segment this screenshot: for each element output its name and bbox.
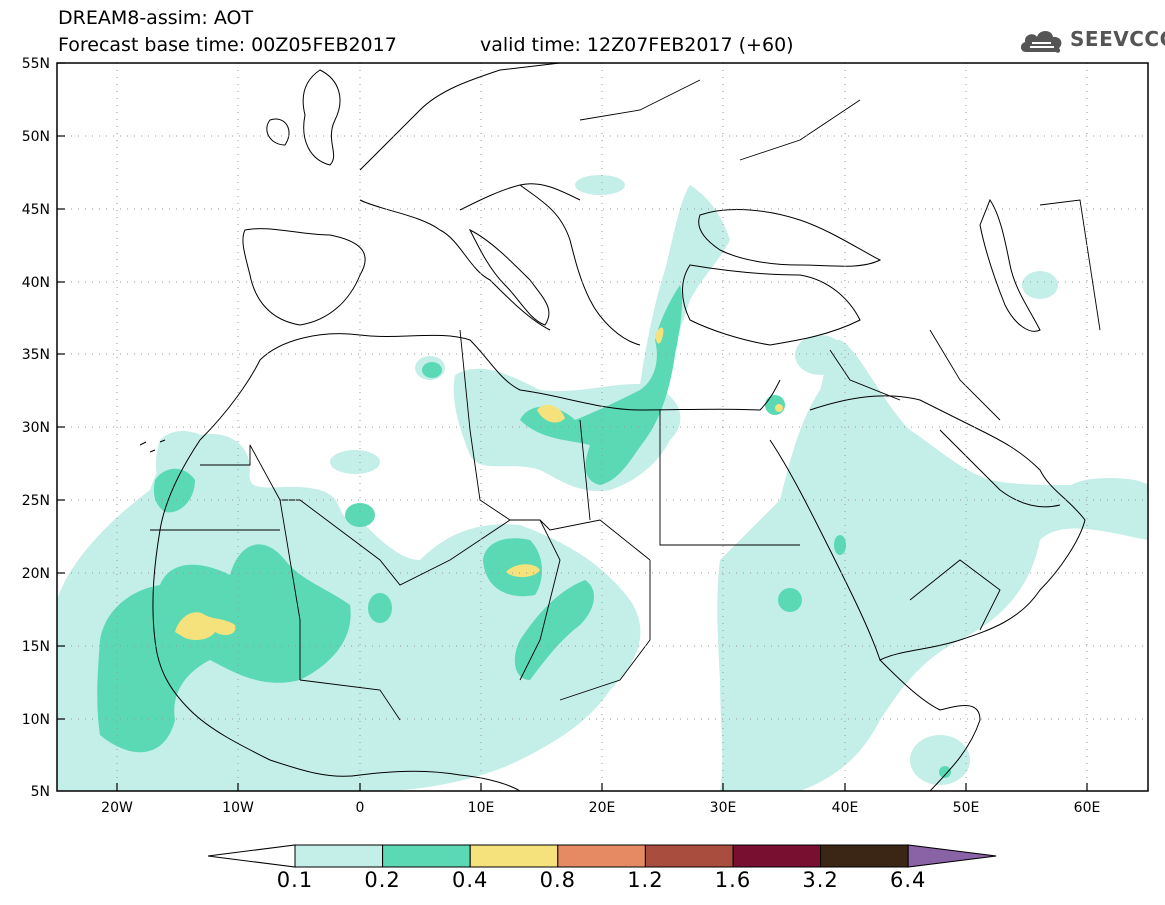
lat-label: 50N <box>22 129 50 145</box>
colorbar-label: 3.2 <box>802 868 839 892</box>
lat-label: 40N <box>22 275 50 291</box>
coastlines <box>139 63 1086 791</box>
colorbar-segment <box>382 844 471 868</box>
seevccc-logo: SEEVCCC <box>1018 24 1165 58</box>
lat-labels: 55N 50N 45N 40N 35N 30N 25N 20N 15N 10N … <box>22 56 50 800</box>
lat-label: 30N <box>22 420 50 436</box>
cloud-icon <box>1020 31 1062 53</box>
lon-label: 40E <box>832 800 859 816</box>
lat-label: 45N <box>22 202 50 218</box>
colorbar-segment <box>644 844 734 868</box>
logo-text: SEEVCCC <box>1070 27 1165 51</box>
colorbar-label: 0.1 <box>276 868 314 892</box>
lon-label: 0 <box>356 800 365 816</box>
lon-label: 10W <box>222 800 254 816</box>
lon-label: 30E <box>710 800 737 816</box>
colorbar-label: 1.2 <box>627 868 664 892</box>
lat-label: 15N <box>22 639 50 655</box>
colorbar-segment-above <box>907 844 997 868</box>
colorbar <box>207 844 997 868</box>
colorbar-labels: 0.1 0.2 0.4 0.8 1.2 1.6 3.2 6.4 <box>0 868 1165 898</box>
map-title: DREAM8-assim: AOT <box>58 7 254 29</box>
lon-label: 10E <box>468 800 495 816</box>
colorbar-label: 0.8 <box>539 868 576 892</box>
axis-ticks <box>57 62 1088 791</box>
colorbar-label: 0.4 <box>451 868 489 892</box>
colorbar-label: 6.4 <box>889 868 927 892</box>
colorbar-segment <box>820 844 909 868</box>
colorbar-label: 1.6 <box>714 868 752 892</box>
lon-label: 20E <box>589 800 616 816</box>
lat-label: 10N <box>22 712 50 728</box>
lon-label: 50E <box>953 800 980 816</box>
lon-labels: 20W 10W 0 10E 20E 30E 40E 50E 60E <box>101 800 1100 816</box>
country-borders <box>150 79 1101 721</box>
colorbar-segment <box>732 844 822 868</box>
lat-label: 35N <box>22 347 50 363</box>
colorbar-segment <box>469 844 559 868</box>
colorbar-segment <box>294 844 384 868</box>
forecast-base-time: Forecast base time: 00Z05FEB2017 <box>58 34 397 56</box>
lat-label: 5N <box>31 784 50 800</box>
lat-label: 55N <box>22 56 50 72</box>
colorbar-segment-below <box>207 844 296 868</box>
lat-label: 20N <box>22 566 50 582</box>
aot-0.4-region <box>175 327 783 640</box>
aot-contours <box>57 63 1148 791</box>
lon-label: 60E <box>1074 800 1101 816</box>
colorbar-segment <box>557 844 646 868</box>
lon-label: 20W <box>101 800 133 816</box>
valid-time: valid time: 12Z07FEB2017 (+60) <box>480 34 794 56</box>
colorbar-label: 0.2 <box>364 868 401 892</box>
gridlines <box>57 63 1148 791</box>
lat-label: 25N <box>22 493 50 509</box>
